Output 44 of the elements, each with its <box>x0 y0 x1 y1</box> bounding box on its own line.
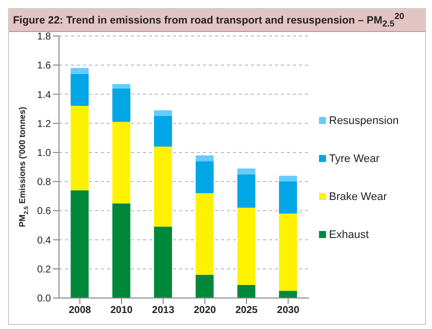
bar <box>70 190 89 298</box>
y-tick-label: 1.0 <box>37 148 52 159</box>
bar <box>196 154 214 161</box>
y-tick-label: 0.6 <box>37 206 52 217</box>
bar <box>237 207 256 284</box>
y-tick-label: 1.2 <box>37 118 52 130</box>
y-tick-label: 1.8 <box>37 31 52 42</box>
bar <box>70 105 89 190</box>
x-tick-label: 2008 <box>68 304 92 316</box>
bar <box>279 181 297 214</box>
bar <box>112 202 130 298</box>
y-tick-label: 1.4 <box>37 89 52 100</box>
x-tick-label: 2013 <box>152 304 175 316</box>
bar <box>237 284 256 298</box>
x-tick-label: 2020 <box>194 304 216 316</box>
legend-label: Tyre Wear <box>329 152 380 165</box>
bar <box>154 146 172 226</box>
legend-label: Exhaust <box>329 228 369 241</box>
bar <box>279 175 297 182</box>
bar <box>112 88 130 122</box>
y-tick-label: 0.4 <box>37 234 52 246</box>
bar <box>279 290 297 298</box>
y-tick-label: 0.2 <box>37 264 52 276</box>
bar <box>196 160 214 193</box>
bar <box>237 168 256 174</box>
bar <box>70 73 89 106</box>
x-tick-label: 2010 <box>110 304 134 316</box>
bar <box>237 174 256 208</box>
bar <box>70 68 89 74</box>
y-tick-label: 0.8 <box>37 176 52 188</box>
bar <box>112 121 130 203</box>
bar <box>154 110 172 116</box>
legend-label: Resuspension <box>329 114 399 127</box>
x-tick-label: 2025 <box>235 304 258 316</box>
bar <box>154 116 172 146</box>
bar <box>196 192 214 274</box>
y-tick-label: 1.6 <box>37 60 52 72</box>
bar <box>279 213 297 290</box>
legend-label: Brake Wear <box>329 190 387 203</box>
x-tick-label: 2030 <box>277 304 300 316</box>
bar <box>154 226 172 298</box>
y-tick-label: 0.0 <box>37 293 52 304</box>
bar <box>112 84 130 88</box>
bar <box>196 274 214 298</box>
